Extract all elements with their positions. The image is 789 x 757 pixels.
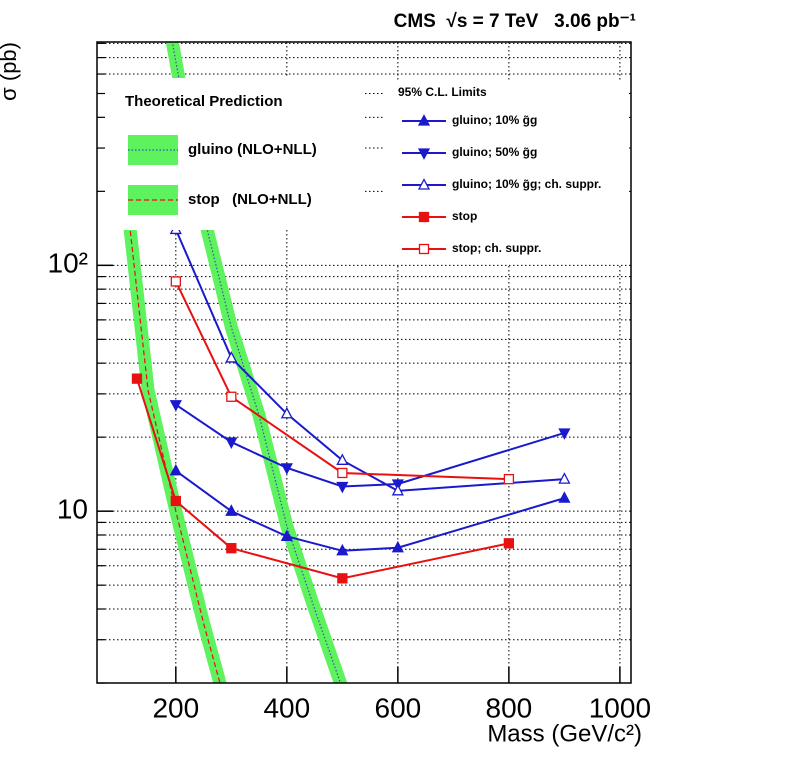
legend-label: stop; ch. suppr. — [452, 241, 541, 255]
legend-label: stop — [452, 209, 477, 223]
limit-point — [391, 540, 404, 553]
legend-marker — [418, 243, 430, 255]
limit-point — [337, 467, 348, 479]
legend-title: Theoretical Prediction — [125, 93, 283, 110]
chart-title: CMS √s = 7 TeV 3.06 pb⁻¹ — [394, 11, 636, 32]
limit-point — [558, 472, 571, 484]
limit-line — [175, 469, 565, 552]
legend-label: gluino; 10% g̃g — [452, 113, 537, 127]
limit-point — [558, 491, 571, 503]
x-tick-label: 400 — [263, 692, 310, 723]
legend-title: 95% C.L. Limits — [398, 85, 487, 99]
limit-point — [558, 428, 571, 440]
limit-point — [225, 351, 238, 363]
limit-point — [226, 543, 237, 554]
limit-point — [226, 391, 237, 402]
limit-point — [225, 437, 238, 449]
x-tick-label: 1000 — [589, 692, 651, 723]
limit-point — [169, 463, 182, 476]
legend-marker — [418, 211, 430, 223]
y-tick-label: 10 — [57, 494, 88, 525]
limit-point — [280, 406, 293, 419]
limit-point — [337, 573, 348, 584]
limit-line — [174, 229, 565, 492]
legend-marker — [417, 148, 431, 160]
x-tick-label: 200 — [152, 692, 199, 723]
plot-frame — [96, 41, 632, 684]
limit-point — [280, 463, 293, 475]
limit-point — [225, 504, 238, 516]
limit-point — [336, 481, 349, 494]
limit-point — [391, 483, 404, 496]
legend-label: gluino (NLO+NLL) — [188, 141, 317, 158]
x-tick-label: 600 — [375, 692, 422, 723]
limit-point — [336, 543, 349, 556]
x-axis-label: Mass (GeV/c²) — [487, 720, 642, 747]
legend-marker — [417, 178, 431, 190]
x-tick-label: 800 — [486, 692, 533, 723]
limit-point — [170, 495, 181, 507]
limit-point — [170, 276, 181, 287]
legend-label: gluino; 10% g̃g; ch. suppr. — [452, 177, 601, 191]
theory-line — [125, 191, 221, 683]
limit-point — [503, 538, 515, 549]
limit-line — [174, 281, 509, 481]
limit-point — [336, 453, 349, 465]
y-axis-label: σ (pb) — [0, 42, 21, 101]
legend-label: gluino; 50% g̃g — [452, 145, 537, 159]
y-tick-label: 10² — [48, 248, 88, 279]
limits-legend-box — [383, 80, 629, 264]
legend-marker — [417, 114, 431, 126]
limit-point — [131, 373, 143, 384]
limit-point — [280, 529, 293, 541]
limit-point — [503, 473, 515, 485]
legend-label: stop (NLO+NLL) — [188, 191, 312, 208]
limit-point — [169, 400, 182, 412]
